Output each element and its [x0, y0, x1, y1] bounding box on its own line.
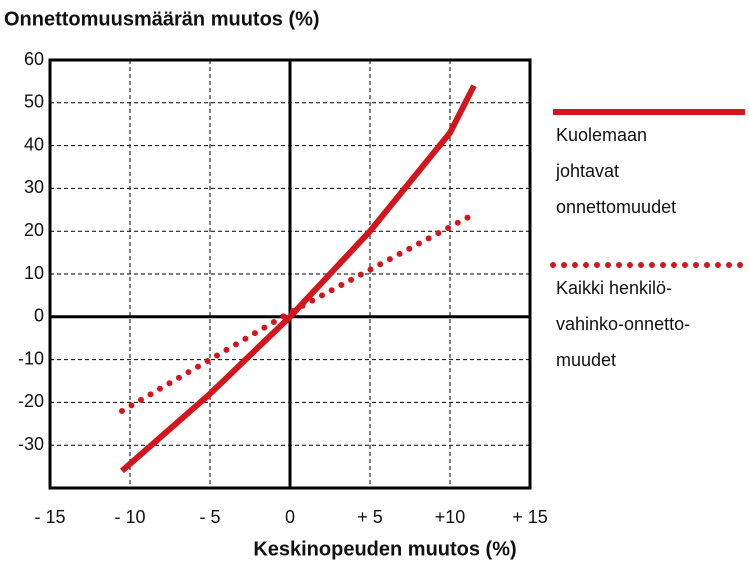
legend-label: johtavat: [555, 161, 619, 181]
series-line: [119, 211, 477, 414]
y-tick-label: 0: [34, 306, 44, 326]
y-tick-label: 20: [24, 220, 44, 240]
y-tick-label: 10: [24, 263, 44, 283]
legend-label: Kaikki henkilö-: [556, 278, 672, 298]
y-tick-label: 50: [24, 92, 44, 112]
x-tick-label: 0: [285, 507, 295, 527]
legend-label: Kuolemaan: [556, 125, 647, 145]
legend-label: vahinko-onnetto-: [556, 314, 690, 334]
y-tick-label: -20: [18, 391, 44, 411]
x-tick-label: - 5: [199, 507, 220, 527]
chart-title: Onnettomuusmäärän muutos (%): [4, 8, 320, 30]
legend-label: muudet: [556, 350, 616, 370]
x-axis-label: Keskinopeuden muutos (%): [253, 538, 516, 560]
y-tick-label: 30: [24, 177, 44, 197]
x-tick-label: +10: [435, 507, 466, 527]
y-tick-label: 40: [24, 134, 44, 154]
y-tick-label: -30: [18, 434, 44, 454]
series-line: [120, 84, 477, 474]
y-tick-label: 60: [24, 49, 44, 69]
plot-border: [48, 58, 532, 490]
y-tick-label: -10: [18, 348, 44, 368]
x-tick-label: - 15: [34, 507, 65, 527]
x-tick-label: + 15: [512, 507, 548, 527]
x-tick-label: - 10: [114, 507, 145, 527]
legend-label: onnettomuudet: [556, 197, 676, 217]
x-tick-label: + 5: [357, 507, 383, 527]
